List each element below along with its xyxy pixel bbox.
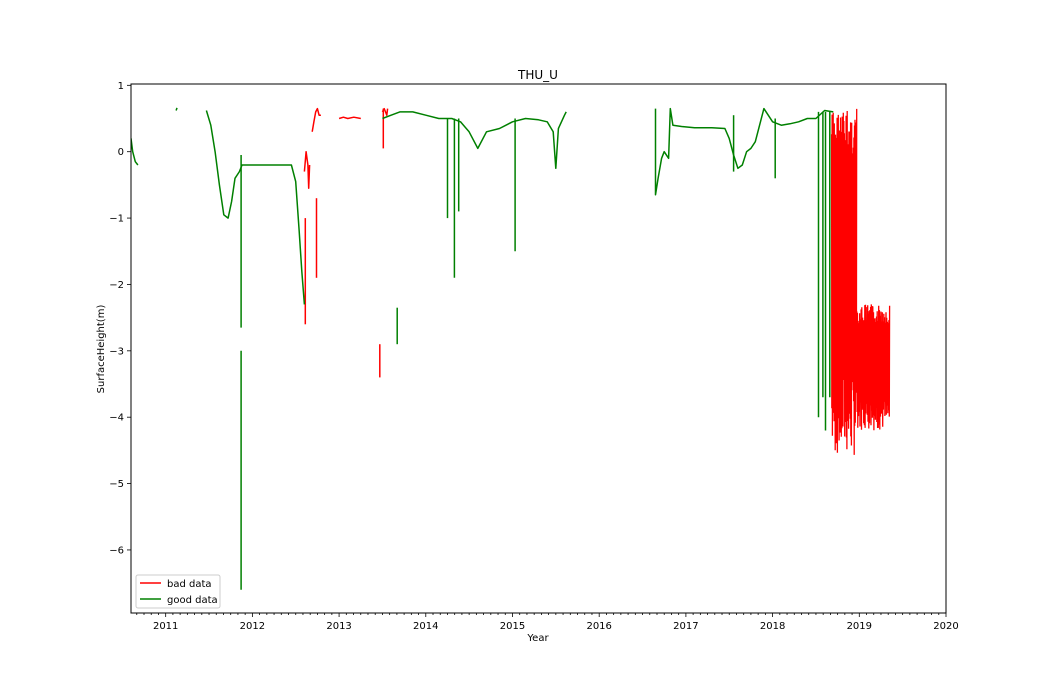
- y-tick-label: −6: [109, 545, 124, 556]
- series-layer: [131, 107, 891, 590]
- chart-title: THU_U: [517, 68, 558, 82]
- y-tick-label: −4: [109, 413, 124, 424]
- x-tick-label: 2014: [413, 621, 438, 632]
- series-line-bad-data-4: [338, 116, 361, 120]
- x-tick-label: 2011: [153, 621, 178, 632]
- x-axis: 2011 2012 2013 2014 2015 2016 2017 2018 2019 2020: [136, 613, 959, 632]
- y-tick-label: −3: [109, 346, 124, 357]
- y-tick-label: 0: [118, 147, 124, 158]
- series-line-good-data-0: [131, 138, 139, 166]
- plot-frame: [130, 83, 947, 614]
- series-good-data: [131, 107, 834, 590]
- x-tick-label: 2019: [847, 621, 872, 632]
- series-band-bad-data-1: [856, 304, 891, 431]
- x-tick-label: 2020: [933, 621, 958, 632]
- x-tick-label: 2012: [240, 621, 265, 632]
- series-line-good-data-11: [654, 107, 834, 196]
- series-line-good-data-5: [382, 111, 567, 170]
- series-line-good-data-1: [175, 107, 178, 111]
- series-line-bad-data-0: [303, 150, 311, 189]
- x-tick-label: 2018: [760, 621, 785, 632]
- series-line-bad-data-3: [311, 107, 321, 132]
- series-band-bad-data-0: [830, 108, 858, 455]
- y-tick-label: −1: [109, 214, 124, 225]
- y-axis-label: SurfaceHeight(m): [96, 305, 107, 394]
- x-tick-label: 2017: [673, 621, 698, 632]
- series-bad-data: [303, 107, 891, 455]
- y-tick-label: −2: [109, 280, 124, 291]
- y-axis: 1 0 −1 −2 −3 −4 −5 −6: [109, 81, 131, 556]
- legend-label-good-data: good data: [167, 595, 218, 606]
- legend: bad data good data: [135, 574, 221, 609]
- x-tick-label: 2015: [500, 621, 525, 632]
- x-tick-label: 2013: [326, 621, 351, 632]
- legend-label-bad-data: bad data: [167, 579, 212, 590]
- x-axis-label: Year: [526, 633, 549, 644]
- x-tick-label: 2016: [586, 621, 611, 632]
- y-tick-label: 1: [118, 81, 124, 92]
- y-tick-label: −5: [109, 479, 124, 490]
